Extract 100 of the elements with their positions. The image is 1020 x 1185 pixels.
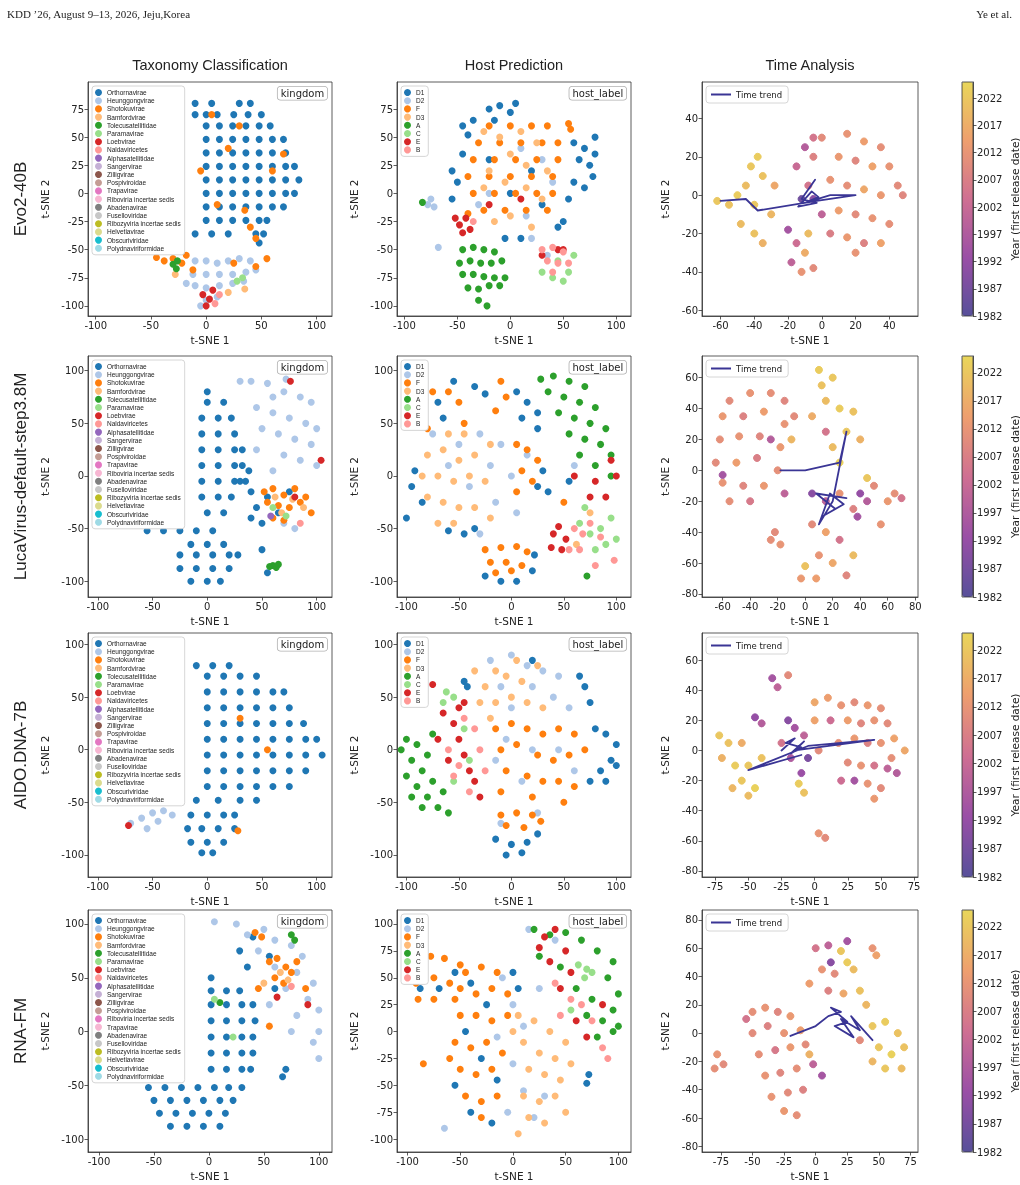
- y-tick-label: -40: [681, 805, 698, 817]
- legend-label: Time trend: [735, 363, 783, 374]
- y-tick-label: 80: [685, 914, 698, 926]
- color-bar-label: 1992: [977, 256, 1003, 268]
- x-tick-label: 50: [255, 600, 269, 612]
- color-bar-label: 1997: [977, 507, 1003, 519]
- legend-label: Time trend: [735, 89, 783, 100]
- y-tick-label: 25: [380, 159, 393, 171]
- y-tick-label: -25: [376, 216, 393, 227]
- y-tick-label: 0: [691, 464, 698, 476]
- x-tick-label: 50: [257, 1155, 271, 1167]
- y-tick-label: -100: [370, 1133, 393, 1145]
- y-tick-label: -100: [370, 849, 393, 861]
- y-tick-label: -100: [61, 849, 84, 861]
- x-tick-label: -50: [450, 880, 468, 892]
- y-tick-label: 50: [380, 972, 393, 984]
- y-tick-label: -60: [681, 835, 698, 847]
- x-tick-label: -25: [775, 1155, 793, 1167]
- y-tick-label: -100: [61, 1133, 84, 1145]
- y-tick-label: 75: [380, 945, 393, 957]
- text: AIDO.DNA-7B: [10, 700, 30, 810]
- x-tick-label: -100: [86, 600, 110, 612]
- x-axis-title: t-SNE 1: [790, 1170, 830, 1183]
- x-tick-label: -20: [769, 600, 786, 612]
- y-tick-label: -75: [376, 272, 393, 284]
- legend-title: kingdom: [280, 916, 325, 928]
- y-tick-label: -40: [681, 266, 698, 278]
- y-tick-label: 0: [386, 470, 393, 482]
- x-axis-title: t-SNE 1: [790, 615, 830, 628]
- x-tick-label: 100: [606, 600, 626, 612]
- y-axis-title: t-SNE 2: [347, 1011, 360, 1051]
- y-tick-label: 0: [386, 187, 393, 199]
- color-bar-label: 1987: [977, 283, 1003, 295]
- y-tick-label: -80: [681, 1140, 698, 1152]
- y-tick-label: 25: [71, 159, 84, 171]
- y-axis-title: t-SNE 2: [38, 735, 51, 775]
- color-bar-label: 2017: [977, 120, 1003, 132]
- x-tick-label: 50: [255, 880, 269, 892]
- color-bar-label: 2007: [977, 174, 1003, 186]
- x-tick-label: 50: [557, 880, 571, 892]
- x-axis-title: t-SNE 1: [190, 615, 230, 628]
- text: Evo2-40B: [10, 161, 30, 237]
- legend-label: Time trend: [735, 640, 783, 651]
- x-tick-label: 25: [841, 880, 855, 892]
- x-tick-label: 50: [556, 319, 570, 331]
- y-tick-label: 20: [685, 433, 698, 445]
- y-axis-title: t-SNE 2: [659, 179, 672, 219]
- x-axis-title: t-SNE 1: [494, 615, 534, 628]
- y-tick-label: -80: [681, 865, 698, 877]
- text: Ye et al.: [976, 8, 1012, 20]
- chart-title: Time Analysis: [765, 57, 855, 73]
- y-tick-label: 50: [71, 417, 84, 429]
- y-tick-label: 0: [691, 744, 698, 756]
- x-tick-label: 0: [818, 319, 825, 331]
- x-axis-title: t-SNE 1: [190, 1170, 230, 1183]
- x-tick-label: 100: [309, 1155, 329, 1167]
- legend-label: Time trend: [735, 917, 783, 928]
- x-axis-title: t-SNE 1: [494, 334, 534, 347]
- x-tick-label: 0: [204, 880, 211, 892]
- color-bar-title: Year (first release date): [1008, 415, 1020, 539]
- y-tick-label: 0: [77, 187, 84, 199]
- y-tick-label: -20: [681, 495, 698, 507]
- y-tick-label: 60: [685, 654, 698, 666]
- y-tick-label: 50: [380, 417, 393, 429]
- legend-title: host_label: [572, 362, 624, 375]
- y-tick-label: -50: [67, 796, 84, 808]
- y-tick-label: 20: [685, 999, 698, 1011]
- y-axis-title: t-SNE 2: [38, 179, 51, 219]
- y-tick-label: 0: [386, 744, 393, 756]
- text: KDD ’26, August 9–13, 2026, Jeju,Korea: [7, 8, 191, 20]
- x-tick-label: 25: [840, 1155, 854, 1167]
- legend-title: host_label: [572, 916, 624, 929]
- x-tick-label: -75: [707, 880, 724, 892]
- x-tick-label: -100: [396, 1155, 419, 1167]
- x-tick-label: 0: [507, 319, 514, 331]
- y-tick-label: -60: [681, 557, 698, 569]
- y-tick-label: -20: [681, 775, 698, 787]
- color-bar-label: 2022: [977, 367, 1003, 379]
- y-tick-label: -60: [681, 1112, 698, 1124]
- y-tick-label: 20: [685, 151, 698, 163]
- y-axis-title: t-SNE 2: [347, 179, 360, 219]
- x-tick-label: -50: [452, 1155, 469, 1167]
- x-tick-label: -50: [144, 880, 161, 892]
- y-tick-label: 40: [685, 403, 698, 415]
- x-axis-title: t-SNE 1: [494, 895, 534, 908]
- y-tick-label: 50: [380, 131, 393, 143]
- x-axis-title: t-SNE 1: [790, 895, 830, 908]
- color-bar-label: 1997: [977, 1062, 1003, 1074]
- y-tick-label: 75: [71, 103, 84, 115]
- y-tick-label: -50: [376, 244, 393, 256]
- color-bar-label: 2022: [977, 921, 1003, 933]
- chart-title: Host Prediction: [464, 57, 564, 73]
- x-axis-title: t-SNE 1: [190, 895, 230, 908]
- x-tick-label: 100: [307, 319, 327, 331]
- x-tick-label: 50: [559, 1155, 573, 1167]
- y-tick-label: -50: [376, 523, 393, 535]
- y-tick-label: -20: [681, 228, 698, 240]
- color-bar-label: 2017: [977, 949, 1003, 961]
- x-tick-label: -50: [450, 600, 468, 612]
- color-bar-label: 1992: [977, 1090, 1003, 1102]
